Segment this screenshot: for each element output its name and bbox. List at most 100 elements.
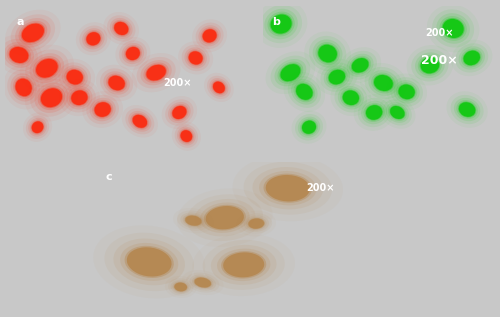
Ellipse shape (264, 9, 298, 39)
Ellipse shape (210, 78, 229, 97)
Ellipse shape (458, 101, 476, 118)
Ellipse shape (240, 213, 272, 234)
Ellipse shape (334, 83, 367, 113)
Ellipse shape (309, 36, 346, 71)
Ellipse shape (268, 12, 295, 36)
Ellipse shape (432, 9, 474, 48)
Ellipse shape (112, 20, 130, 37)
Ellipse shape (288, 76, 321, 108)
Ellipse shape (30, 79, 73, 117)
Ellipse shape (455, 43, 488, 73)
Ellipse shape (132, 114, 148, 128)
Ellipse shape (198, 25, 221, 46)
Ellipse shape (200, 27, 218, 44)
Ellipse shape (38, 85, 66, 110)
Ellipse shape (108, 75, 126, 91)
Ellipse shape (126, 47, 140, 60)
Ellipse shape (294, 81, 315, 102)
Ellipse shape (344, 51, 377, 80)
Ellipse shape (364, 103, 384, 122)
Ellipse shape (442, 19, 464, 38)
Ellipse shape (58, 62, 91, 92)
Ellipse shape (296, 84, 312, 100)
Ellipse shape (182, 45, 210, 71)
Ellipse shape (266, 175, 310, 201)
Ellipse shape (390, 77, 423, 107)
Text: 200×: 200× (163, 78, 192, 88)
Ellipse shape (172, 106, 186, 119)
Ellipse shape (396, 82, 417, 101)
Ellipse shape (194, 277, 212, 288)
Ellipse shape (300, 119, 318, 136)
Ellipse shape (108, 76, 125, 90)
Ellipse shape (368, 70, 398, 96)
Ellipse shape (194, 277, 211, 288)
Ellipse shape (190, 275, 216, 291)
Ellipse shape (186, 49, 205, 67)
Ellipse shape (436, 13, 470, 44)
Ellipse shape (124, 246, 174, 278)
Ellipse shape (124, 45, 142, 62)
Ellipse shape (442, 18, 464, 39)
Ellipse shape (146, 64, 167, 81)
Ellipse shape (177, 210, 210, 231)
Ellipse shape (10, 47, 29, 63)
Ellipse shape (20, 23, 45, 43)
Ellipse shape (170, 104, 188, 121)
Ellipse shape (458, 46, 485, 70)
Ellipse shape (248, 218, 264, 229)
Ellipse shape (92, 100, 114, 119)
Ellipse shape (165, 99, 194, 126)
Ellipse shape (324, 65, 350, 89)
Ellipse shape (66, 86, 92, 109)
Ellipse shape (374, 75, 393, 91)
Ellipse shape (461, 49, 482, 68)
Text: 200×: 200× (420, 55, 458, 68)
Ellipse shape (291, 79, 318, 105)
Ellipse shape (100, 68, 133, 98)
Ellipse shape (221, 251, 266, 279)
Ellipse shape (94, 102, 111, 117)
Ellipse shape (71, 90, 88, 105)
Ellipse shape (320, 62, 354, 92)
Ellipse shape (270, 14, 292, 35)
Ellipse shape (144, 62, 169, 83)
Ellipse shape (86, 32, 101, 45)
Ellipse shape (10, 73, 36, 101)
Ellipse shape (104, 71, 130, 95)
Ellipse shape (66, 69, 84, 85)
Ellipse shape (328, 69, 346, 85)
Ellipse shape (106, 74, 128, 93)
Ellipse shape (204, 205, 246, 230)
Ellipse shape (264, 174, 312, 203)
Ellipse shape (371, 73, 396, 94)
Ellipse shape (170, 280, 191, 294)
Ellipse shape (174, 124, 198, 148)
Ellipse shape (398, 84, 415, 99)
Ellipse shape (342, 90, 360, 106)
Ellipse shape (211, 80, 226, 95)
Ellipse shape (411, 49, 449, 81)
Ellipse shape (31, 121, 44, 134)
Ellipse shape (340, 88, 361, 107)
Ellipse shape (316, 42, 340, 65)
Ellipse shape (174, 282, 188, 292)
Ellipse shape (30, 120, 45, 135)
Ellipse shape (82, 28, 104, 49)
Ellipse shape (174, 282, 187, 291)
Ellipse shape (456, 100, 478, 119)
Ellipse shape (25, 49, 68, 87)
Ellipse shape (259, 171, 316, 205)
Ellipse shape (33, 56, 61, 81)
Ellipse shape (464, 51, 480, 65)
Ellipse shape (62, 65, 88, 89)
Ellipse shape (418, 55, 442, 76)
Ellipse shape (172, 105, 187, 120)
Ellipse shape (211, 245, 276, 285)
Ellipse shape (302, 120, 316, 134)
Ellipse shape (110, 18, 132, 39)
Text: b: b (272, 17, 280, 27)
Ellipse shape (349, 56, 371, 75)
Ellipse shape (114, 238, 185, 285)
Ellipse shape (280, 63, 301, 82)
